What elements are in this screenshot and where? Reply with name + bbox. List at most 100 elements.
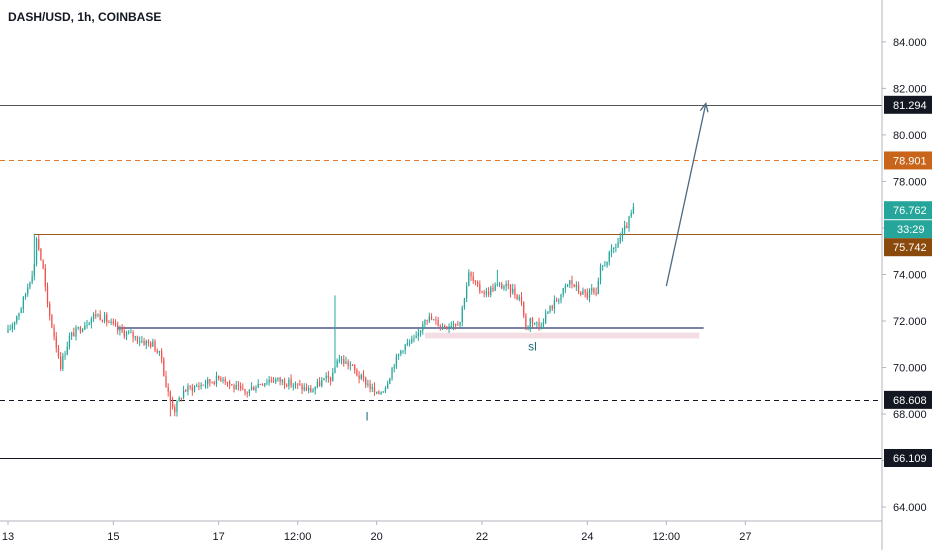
candle-body[interactable]: [7, 329, 9, 333]
candle-body[interactable]: [204, 384, 207, 386]
price-axis[interactable]: 64.00066.00068.00070.00072.00074.00076.0…: [881, 0, 927, 550]
candle-body[interactable]: [463, 298, 466, 308]
candle-body[interactable]: [358, 375, 360, 379]
candle-body[interactable]: [53, 327, 55, 337]
candle-body[interactable]: [97, 314, 99, 316]
candle-body[interactable]: [27, 287, 29, 294]
candle-body[interactable]: [602, 265, 604, 267]
candle-body[interactable]: [239, 385, 242, 389]
candle-body[interactable]: [325, 375, 327, 379]
candle-body[interactable]: [275, 379, 277, 382]
candle-body[interactable]: [595, 292, 597, 295]
candle-body[interactable]: [44, 268, 46, 287]
candle-body[interactable]: [305, 387, 308, 391]
candle-body[interactable]: [349, 364, 351, 366]
candle-body[interactable]: [613, 247, 615, 249]
candle-body[interactable]: [143, 341, 145, 345]
candle-body[interactable]: [391, 368, 393, 379]
candle-body[interactable]: [101, 320, 104, 322]
candle-body[interactable]: [378, 391, 380, 394]
candle-body[interactable]: [538, 322, 540, 327]
candle-body[interactable]: [446, 326, 448, 328]
candle-body[interactable]: [417, 333, 420, 337]
candle-body[interactable]: [33, 264, 35, 276]
candle-body[interactable]: [343, 359, 345, 364]
candle-body[interactable]: [404, 344, 406, 351]
candle-body[interactable]: [73, 332, 75, 337]
candle-body[interactable]: [542, 322, 545, 326]
candle-body[interactable]: [35, 239, 38, 265]
candle-body[interactable]: [215, 375, 218, 384]
candle-body[interactable]: [512, 288, 514, 293]
candle-body[interactable]: [29, 282, 31, 288]
candle-body[interactable]: [452, 323, 455, 326]
candle-body[interactable]: [584, 290, 586, 293]
candle-body[interactable]: [149, 342, 152, 347]
candle-body[interactable]: [75, 327, 77, 337]
candle-body[interactable]: [141, 341, 143, 343]
candle-body[interactable]: [250, 387, 253, 390]
candle-body[interactable]: [281, 379, 283, 382]
candle-body[interactable]: [376, 391, 378, 393]
candle-body[interactable]: [621, 230, 624, 238]
candle-body[interactable]: [196, 386, 198, 388]
candle-body[interactable]: [384, 388, 387, 392]
candle-body[interactable]: [270, 380, 272, 382]
candle-body[interactable]: [367, 383, 369, 385]
candle-body[interactable]: [242, 388, 244, 390]
candle-body[interactable]: [615, 246, 617, 248]
candle-body[interactable]: [415, 336, 417, 339]
candle-body[interactable]: [9, 329, 11, 331]
candle-body[interactable]: [459, 322, 461, 326]
candle-body[interactable]: [147, 340, 150, 343]
candle-body[interactable]: [334, 367, 336, 374]
candle-body[interactable]: [485, 291, 488, 294]
candle-body[interactable]: [617, 242, 619, 247]
candle-body[interactable]: [507, 284, 509, 286]
candle-body[interactable]: [444, 325, 446, 327]
candle-body[interactable]: [182, 390, 185, 399]
candle-body[interactable]: [136, 336, 139, 342]
candle-body[interactable]: [160, 350, 163, 359]
candle-body[interactable]: [386, 383, 389, 389]
candle-body[interactable]: [277, 377, 279, 380]
candle-body[interactable]: [338, 359, 341, 361]
candle-body[interactable]: [408, 342, 411, 344]
candle-body[interactable]: [70, 332, 73, 336]
candle-body[interactable]: [198, 386, 200, 388]
candle-body[interactable]: [16, 316, 18, 323]
candle-body[interactable]: [86, 324, 88, 326]
candle-body[interactable]: [218, 375, 220, 379]
candle-body[interactable]: [527, 326, 529, 330]
candle-body[interactable]: [294, 383, 297, 386]
candle-body[interactable]: [117, 324, 119, 331]
candle-body[interactable]: [22, 296, 25, 309]
candle-body[interactable]: [68, 335, 71, 347]
candle-body[interactable]: [200, 384, 202, 387]
candle-body[interactable]: [560, 294, 562, 301]
candle-body[interactable]: [202, 384, 204, 386]
candle-body[interactable]: [20, 308, 22, 314]
candle-body[interactable]: [623, 225, 626, 231]
candle-body[interactable]: [46, 286, 49, 304]
candle-body[interactable]: [534, 323, 536, 325]
candle-body[interactable]: [457, 324, 459, 326]
candle-body[interactable]: [130, 332, 132, 334]
candle-body[interactable]: [395, 355, 398, 367]
candle-body[interactable]: [551, 306, 553, 309]
candle-body[interactable]: [604, 265, 606, 267]
candle-body[interactable]: [626, 225, 628, 229]
candle-body[interactable]: [224, 379, 226, 382]
candle-body[interactable]: [369, 383, 371, 389]
candle-body[interactable]: [99, 314, 101, 321]
candle-body[interactable]: [544, 313, 547, 323]
candle-body[interactable]: [209, 379, 211, 383]
candle-body[interactable]: [106, 314, 108, 322]
candle-body[interactable]: [389, 378, 391, 384]
candle-body[interactable]: [422, 324, 424, 331]
candle-body[interactable]: [180, 397, 183, 399]
candle-body[interactable]: [213, 382, 215, 384]
candle-body[interactable]: [272, 380, 275, 382]
candle-body[interactable]: [518, 297, 520, 300]
candle-body[interactable]: [77, 327, 79, 329]
